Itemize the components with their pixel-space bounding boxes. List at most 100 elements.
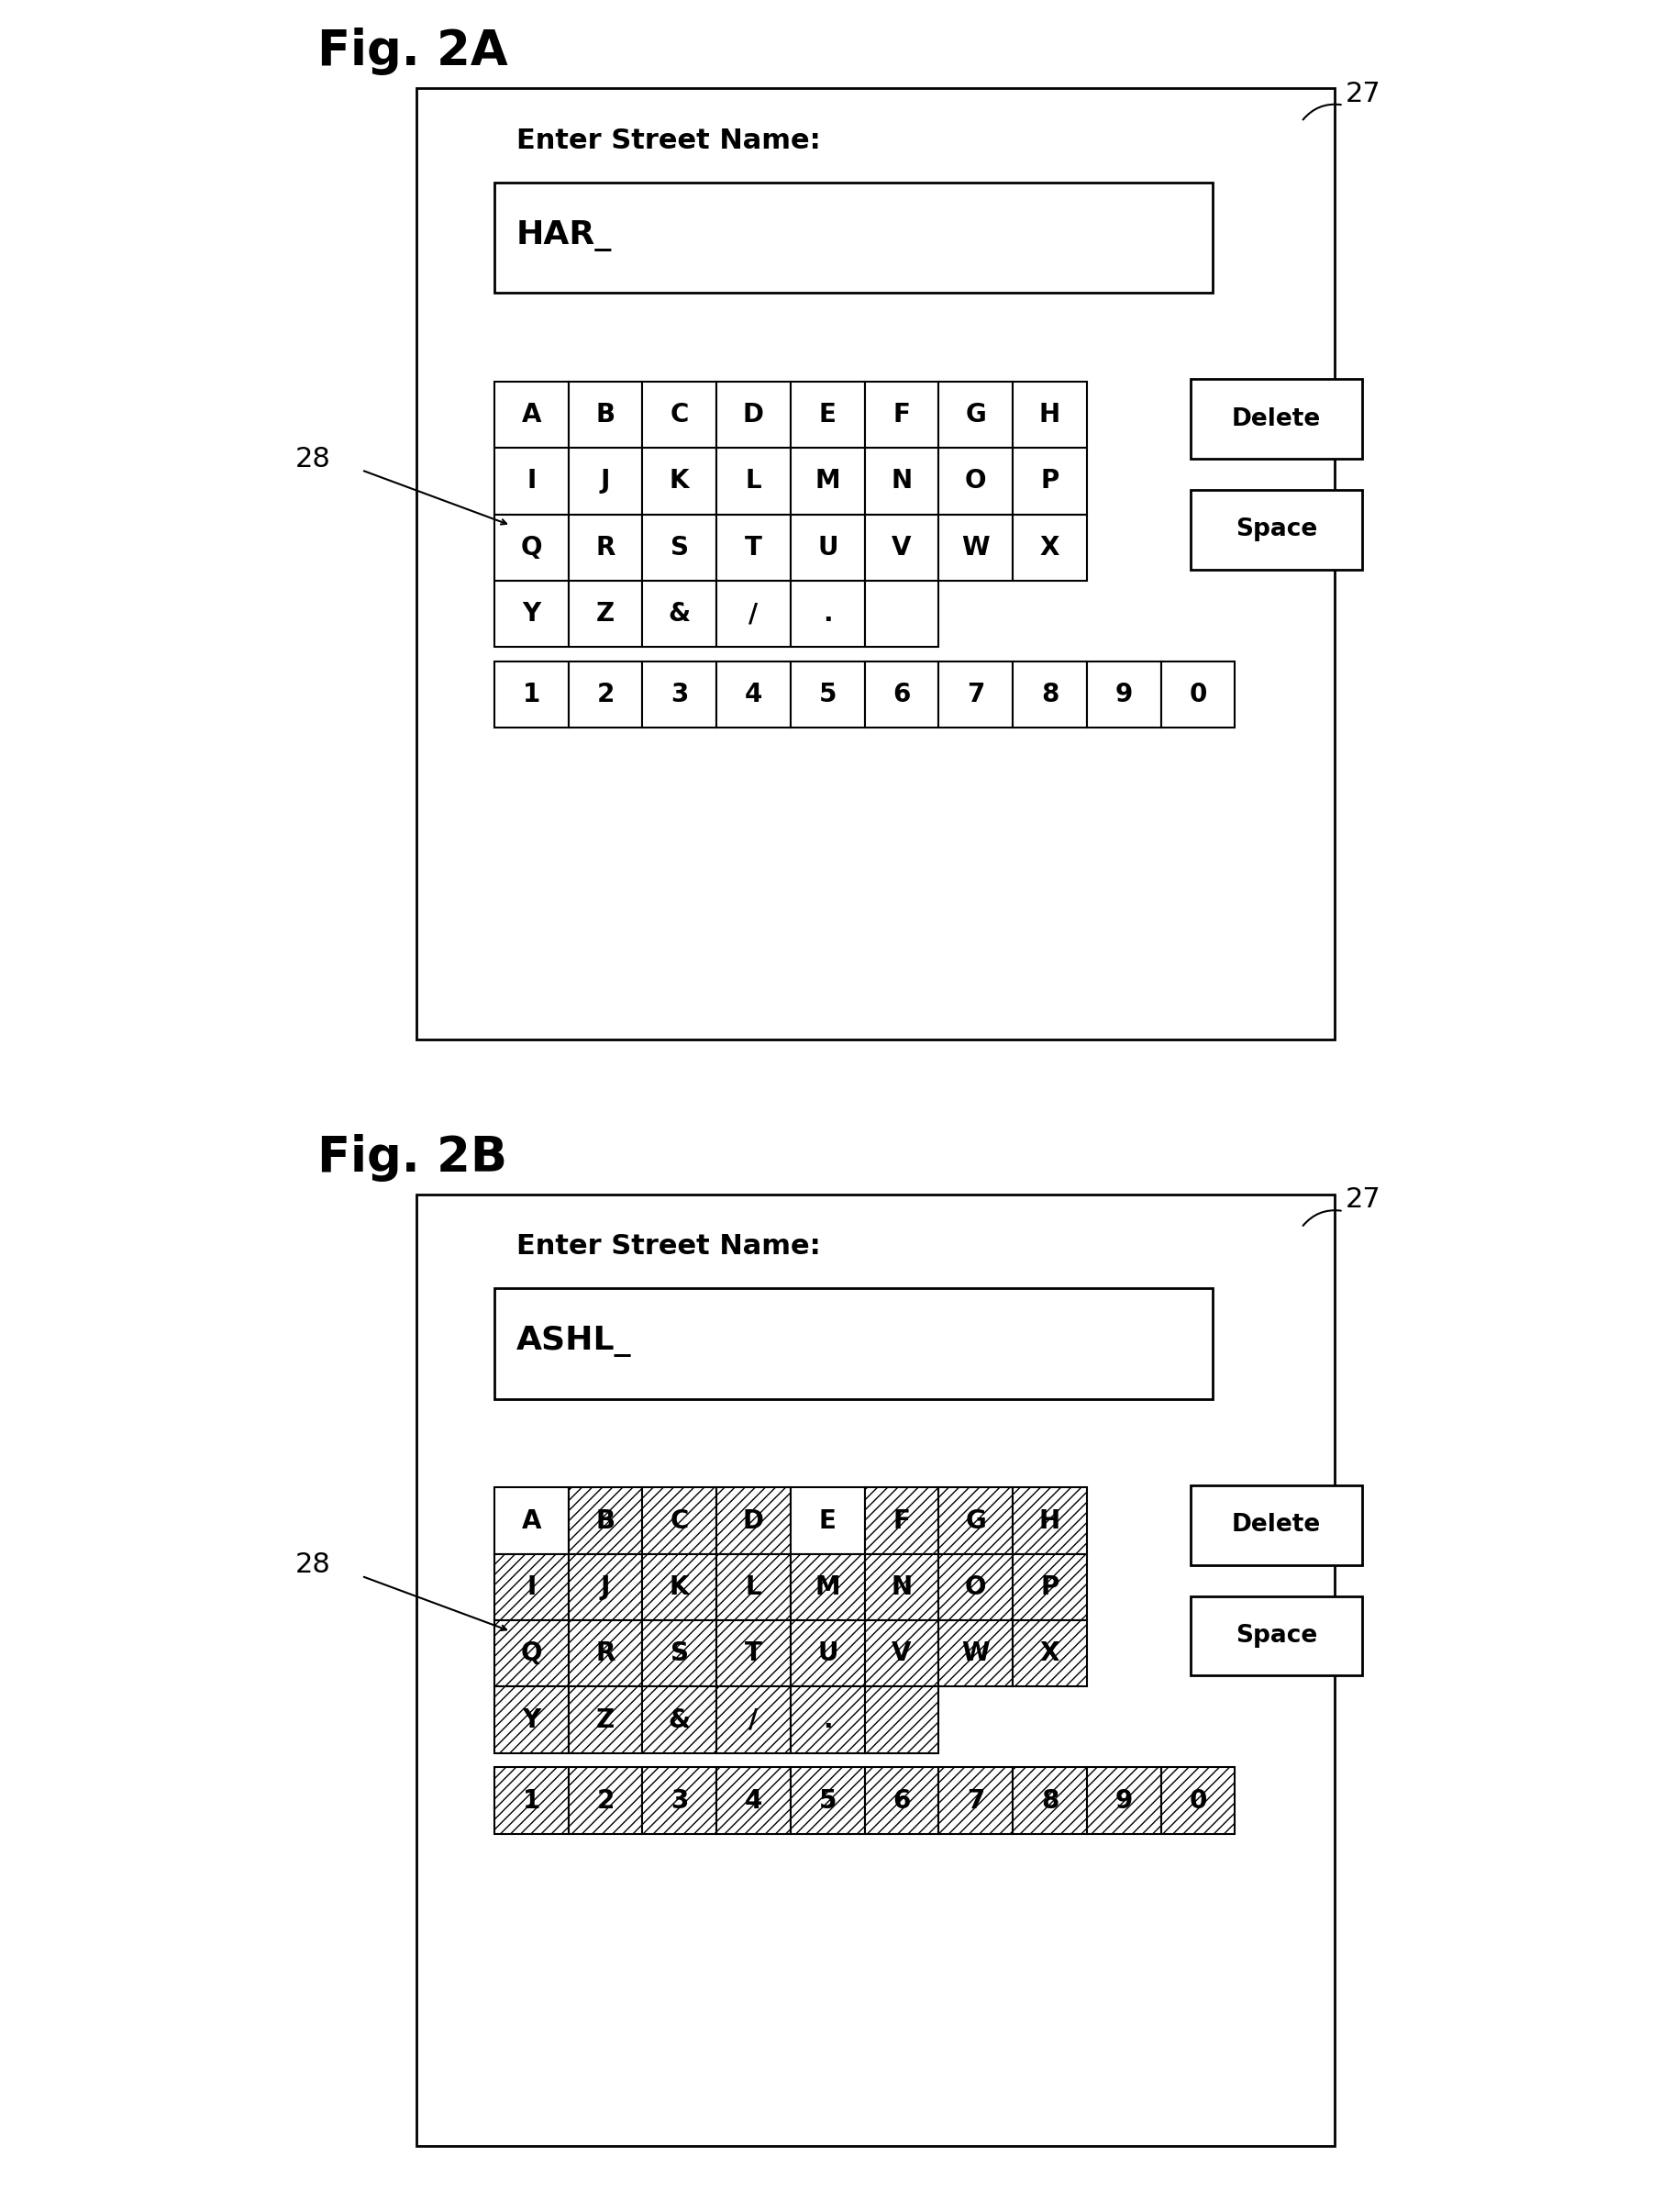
Bar (494, 661, 567, 728)
Bar (790, 515, 865, 580)
Text: G: G (966, 1509, 986, 1533)
Text: Q: Q (521, 535, 542, 560)
Bar (567, 1489, 643, 1553)
Text: 28: 28 (295, 445, 331, 473)
Text: 0: 0 (1189, 1787, 1207, 1814)
Text: 4: 4 (745, 681, 762, 708)
Text: C: C (670, 1509, 688, 1533)
Bar (1190, 1486, 1363, 1566)
Text: .: . (822, 602, 832, 626)
Bar (939, 1767, 1013, 1834)
Bar (716, 582, 790, 646)
Bar (1013, 1767, 1086, 1834)
Bar (567, 1767, 643, 1834)
Bar (494, 582, 567, 646)
Bar (1013, 661, 1086, 728)
Bar (494, 1553, 567, 1619)
Text: 2: 2 (596, 1787, 614, 1814)
Text: 7: 7 (968, 681, 984, 708)
Bar (1162, 661, 1235, 728)
Bar (939, 1489, 1013, 1553)
Text: 27: 27 (1346, 1186, 1381, 1214)
Bar (865, 582, 939, 646)
Text: Delete: Delete (1232, 1513, 1321, 1537)
Text: 3: 3 (671, 1787, 688, 1814)
Text: .: . (822, 1708, 832, 1732)
Text: Z: Z (596, 602, 614, 626)
Bar (494, 447, 567, 515)
Text: J: J (601, 469, 609, 493)
Bar (567, 582, 643, 646)
Text: U: U (817, 535, 839, 560)
Bar (939, 661, 1013, 728)
Text: R: R (596, 1641, 614, 1666)
Bar (716, 447, 790, 515)
Bar (790, 383, 865, 447)
Text: Enter Street Name:: Enter Street Name: (516, 126, 820, 155)
Bar (865, 447, 939, 515)
Bar (790, 447, 865, 515)
Bar (865, 1619, 939, 1686)
Bar (790, 1489, 865, 1553)
Text: D: D (743, 403, 763, 427)
Bar (939, 1553, 1013, 1619)
Text: R: R (596, 535, 614, 560)
Bar (716, 661, 790, 728)
Bar (567, 1686, 643, 1752)
Text: I: I (527, 469, 536, 493)
Text: Q: Q (521, 1641, 542, 1666)
Bar (1013, 515, 1086, 580)
Text: 27: 27 (1346, 80, 1381, 108)
Bar (1190, 491, 1363, 571)
Text: L: L (745, 469, 762, 493)
Bar (567, 515, 643, 580)
Text: H: H (1040, 1509, 1060, 1533)
Text: 5: 5 (819, 1787, 837, 1814)
Text: X: X (1040, 535, 1060, 560)
Bar (494, 1287, 1214, 1400)
Bar (1013, 447, 1086, 515)
Bar (716, 383, 790, 447)
Text: B: B (596, 403, 614, 427)
Text: Enter Street Name:: Enter Street Name: (516, 1234, 820, 1261)
Text: Y: Y (522, 602, 541, 626)
Bar (865, 1489, 939, 1553)
Bar (790, 1553, 865, 1619)
Text: &: & (668, 602, 690, 626)
Text: 28: 28 (295, 1551, 331, 1579)
Text: L: L (745, 1575, 762, 1599)
Bar (643, 582, 716, 646)
Bar (1162, 1767, 1235, 1834)
Text: M: M (815, 469, 840, 493)
Text: W: W (963, 1641, 989, 1666)
Text: 6: 6 (892, 1787, 911, 1814)
Bar (494, 1686, 567, 1752)
Bar (1086, 661, 1162, 728)
Bar (716, 1767, 790, 1834)
Bar (865, 1553, 939, 1619)
Bar (494, 515, 567, 580)
Bar (716, 515, 790, 580)
Bar (417, 1194, 1334, 2146)
Text: 1: 1 (522, 1787, 541, 1814)
Text: A: A (521, 403, 541, 427)
Text: /: / (748, 1708, 758, 1732)
Bar (567, 1619, 643, 1686)
Text: 8: 8 (1041, 1787, 1058, 1814)
Text: /: / (748, 602, 758, 626)
Text: 7: 7 (968, 1787, 984, 1814)
Bar (790, 582, 865, 646)
Text: T: T (745, 535, 762, 560)
Bar (1190, 380, 1363, 460)
Text: E: E (819, 403, 837, 427)
Text: C: C (670, 403, 688, 427)
Text: Y: Y (522, 1708, 541, 1732)
Text: 6: 6 (892, 681, 911, 708)
Bar (939, 1619, 1013, 1686)
Bar (939, 515, 1013, 580)
Text: Fig. 2B: Fig. 2B (318, 1133, 507, 1181)
Text: Space: Space (1235, 518, 1317, 542)
Text: D: D (743, 1509, 763, 1533)
Text: V: V (892, 1641, 912, 1666)
Text: A: A (521, 1509, 541, 1533)
